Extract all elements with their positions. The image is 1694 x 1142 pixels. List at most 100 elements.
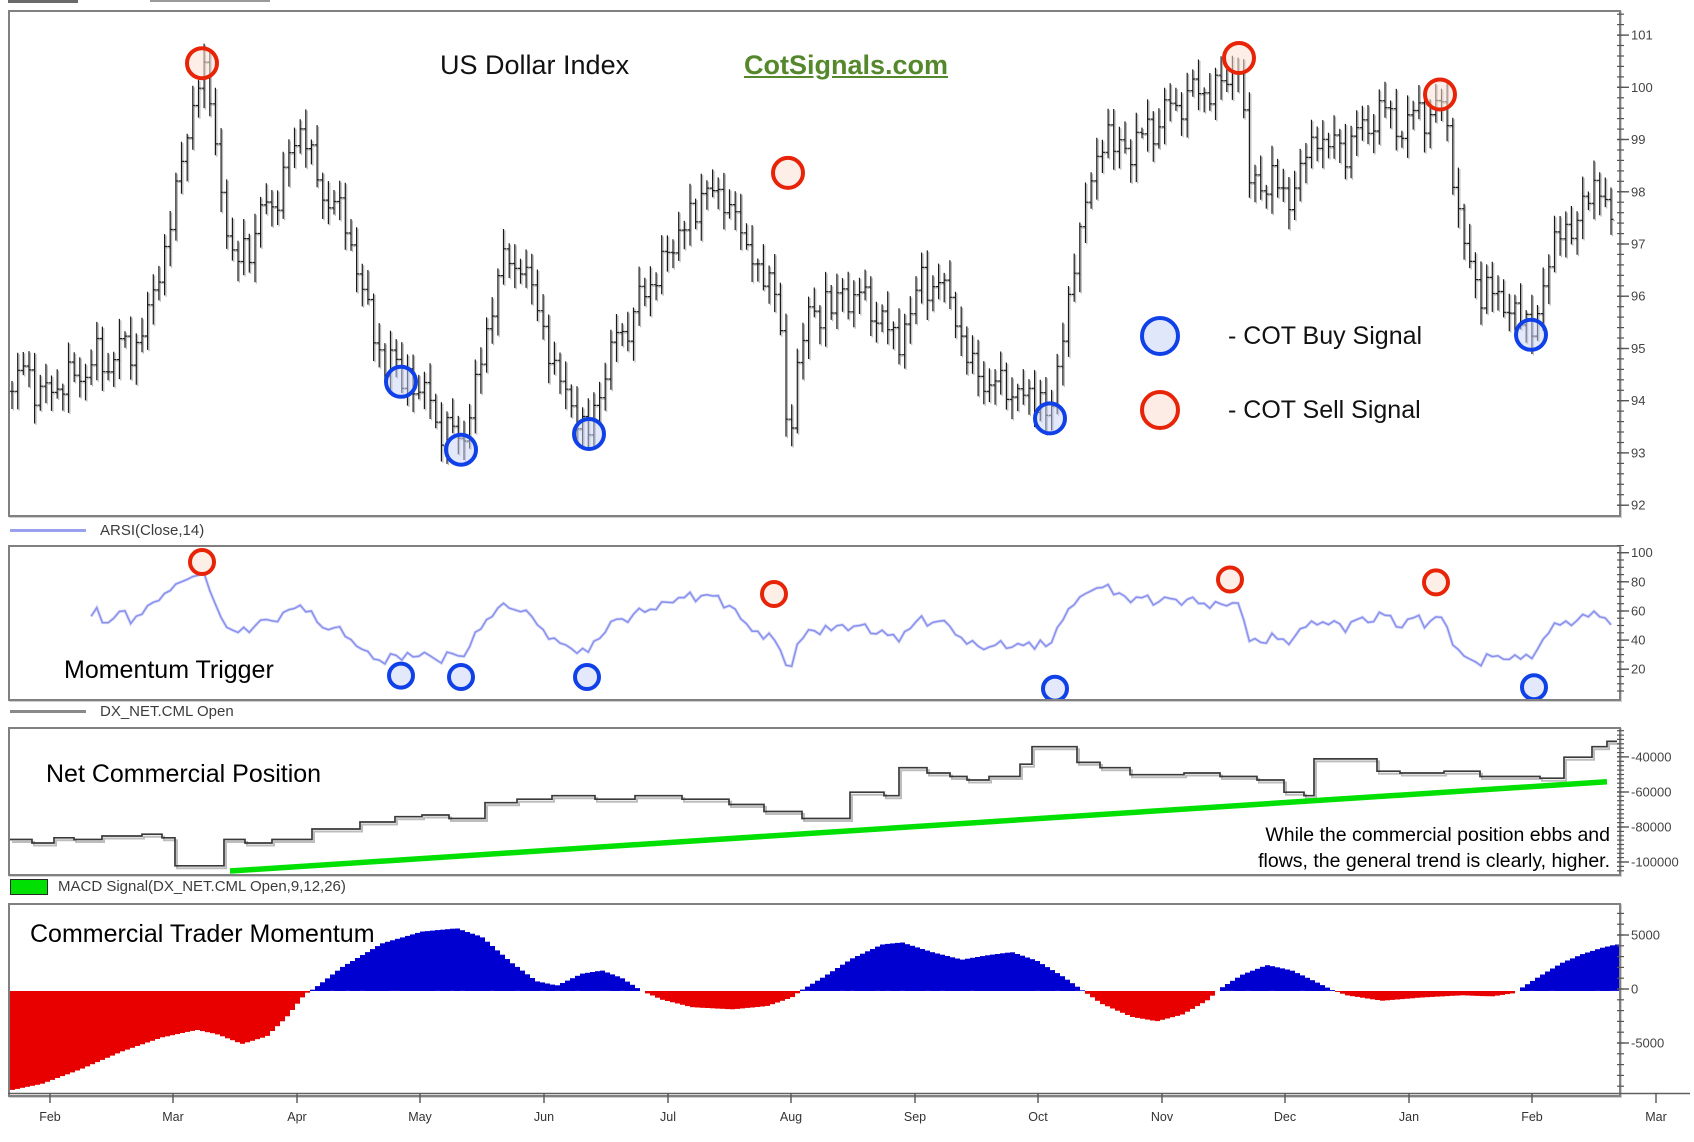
- macd-negative-bar: [300, 991, 305, 998]
- price-panel: [8, 10, 1621, 517]
- macd-negative-bar: [100, 991, 105, 1060]
- macd-positive-bar: [1235, 977, 1240, 991]
- macd-positive-bar: [1525, 984, 1530, 991]
- macd-positive-bar: [1065, 979, 1070, 991]
- macd-negative-bar: [1455, 991, 1460, 996]
- macd-negative-bar: [75, 991, 80, 1071]
- macd-negative-bar: [35, 991, 40, 1085]
- macd-positive-bar: [1545, 971, 1550, 991]
- macd-negative-bar: [1175, 991, 1180, 1016]
- y-axis-label: -5000: [1631, 1036, 1664, 1051]
- sell-signal-circle: [188, 548, 216, 576]
- macd-positive-bar: [1075, 986, 1080, 991]
- macd-negative-bar: [275, 991, 280, 1027]
- macd-positive-bar: [1250, 970, 1255, 991]
- macd-positive-bar: [860, 953, 865, 991]
- macd-positive-bar: [825, 974, 830, 991]
- y-axis-label: 94: [1631, 393, 1645, 408]
- macd-negative-bar: [710, 991, 715, 1009]
- macd-negative-bar: [15, 991, 20, 1089]
- macd-positive-bar: [1245, 972, 1250, 991]
- macd-positive-bar: [375, 946, 380, 991]
- macd-negative-bar: [105, 991, 110, 1058]
- macd-positive-bar: [490, 946, 495, 991]
- macd-positive-bar: [930, 952, 935, 991]
- month-label: Mar: [1645, 1110, 1667, 1124]
- macd-negative-bar: [1360, 991, 1365, 998]
- macd-positive-bar: [855, 956, 860, 991]
- macd-positive-bar: [575, 975, 580, 991]
- macd-positive-bar: [570, 978, 575, 991]
- macd-negative-bar: [1200, 991, 1205, 1004]
- macd-negative-bar: [55, 991, 60, 1078]
- macd-negative-bar: [1365, 991, 1370, 999]
- macd-negative-bar: [1105, 991, 1110, 1007]
- y-axis-label: 5000: [1631, 928, 1660, 943]
- macd-negative-bar: [180, 991, 185, 1033]
- macd-positive-bar: [410, 934, 415, 991]
- macd-negative-bar: [115, 991, 120, 1054]
- macd-positive-bar: [1055, 973, 1060, 991]
- macd-positive-bar: [1585, 952, 1590, 991]
- macd-negative-bar: [1425, 991, 1430, 998]
- macd-negative-bar: [80, 991, 85, 1069]
- macd-positive-bar: [1060, 976, 1065, 991]
- macd-positive-bar: [620, 978, 625, 991]
- macd-negative-bar: [665, 991, 670, 1001]
- macd-negative-bar: [25, 991, 30, 1087]
- macd-positive-bar: [480, 937, 485, 991]
- buy-signal-circle: [572, 417, 606, 451]
- macd-negative-bar: [140, 991, 145, 1045]
- sell-signal-circle: [1423, 77, 1457, 112]
- arsi-line-swatch: [10, 529, 86, 532]
- macd-negative-bar: [110, 991, 115, 1056]
- y-axis-label: -80000: [1631, 820, 1671, 835]
- macd-negative-bar: [795, 991, 800, 994]
- macd-positive-bar: [370, 949, 375, 991]
- macd-positive-bar: [1045, 967, 1050, 991]
- price-chart-svg: [10, 41, 1615, 467]
- macd-negative-bar: [220, 991, 225, 1037]
- macd-negative-bar: [1125, 991, 1130, 1015]
- macd-negative-bar: [265, 991, 270, 1036]
- macd-negative-bar: [650, 991, 655, 996]
- macd-positive-bar: [540, 982, 545, 991]
- sell-signal-label: - COT Sell Signal: [1228, 395, 1421, 424]
- macd-positive-bar: [1600, 947, 1605, 991]
- macd-negative-bar: [1195, 991, 1200, 1007]
- macd-negative-bar: [1415, 991, 1420, 998]
- macd-positive-bar: [485, 941, 490, 991]
- macd-negative-bar: [305, 991, 310, 993]
- macd-positive-bar: [580, 973, 585, 991]
- macd-positive-bar: [1300, 975, 1305, 991]
- net-position-line-shadow: [12, 742, 1619, 870]
- macd-positive-bar: [870, 949, 875, 991]
- macd-negative-bar: [1340, 991, 1345, 994]
- macd-positive-bar: [1520, 987, 1525, 991]
- y-axis-label: -60000: [1631, 785, 1671, 800]
- sell-signal-circle: [1422, 568, 1450, 597]
- y-axis-label: 101: [1631, 28, 1653, 43]
- arsi-line-halo: [89, 571, 1613, 669]
- macd-negative-bar: [1210, 991, 1215, 996]
- macd-positive-bar: [1030, 959, 1035, 991]
- macd-positive-bar: [840, 964, 845, 991]
- macd-positive-bar: [1015, 954, 1020, 991]
- macd-positive-bar: [530, 978, 535, 991]
- macd-positive-bar: [1325, 987, 1330, 991]
- commercial-panel: [8, 727, 1621, 876]
- macd-negative-bar: [65, 991, 70, 1075]
- macd-positive-bar: [890, 943, 895, 991]
- macd-positive-bar: [850, 958, 855, 991]
- macd-negative-bar: [765, 991, 770, 1006]
- macd-negative-bar: [280, 991, 285, 1022]
- macd-positive-bar: [1560, 962, 1565, 991]
- brand-link[interactable]: CotSignals.com: [744, 50, 949, 80]
- macd-negative-bar: [685, 991, 690, 1007]
- macd-positive-bar: [565, 980, 570, 991]
- macd-positive-bar: [1080, 990, 1085, 991]
- price-bars: [10, 43, 1614, 464]
- macd-positive-bar: [1275, 967, 1280, 991]
- macd-positive-bar: [420, 931, 425, 991]
- macd-positive-bar: [315, 986, 320, 991]
